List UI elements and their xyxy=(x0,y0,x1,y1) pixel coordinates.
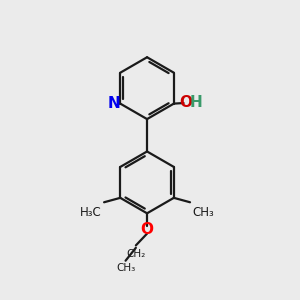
Text: H₃C: H₃C xyxy=(80,206,102,219)
Text: N: N xyxy=(108,96,121,111)
Text: O: O xyxy=(179,95,192,110)
Text: H: H xyxy=(190,95,203,110)
Text: O: O xyxy=(141,222,154,237)
Text: CH₃: CH₃ xyxy=(192,206,214,219)
Text: CH₂: CH₂ xyxy=(126,249,146,259)
Text: CH₃: CH₃ xyxy=(116,263,135,273)
